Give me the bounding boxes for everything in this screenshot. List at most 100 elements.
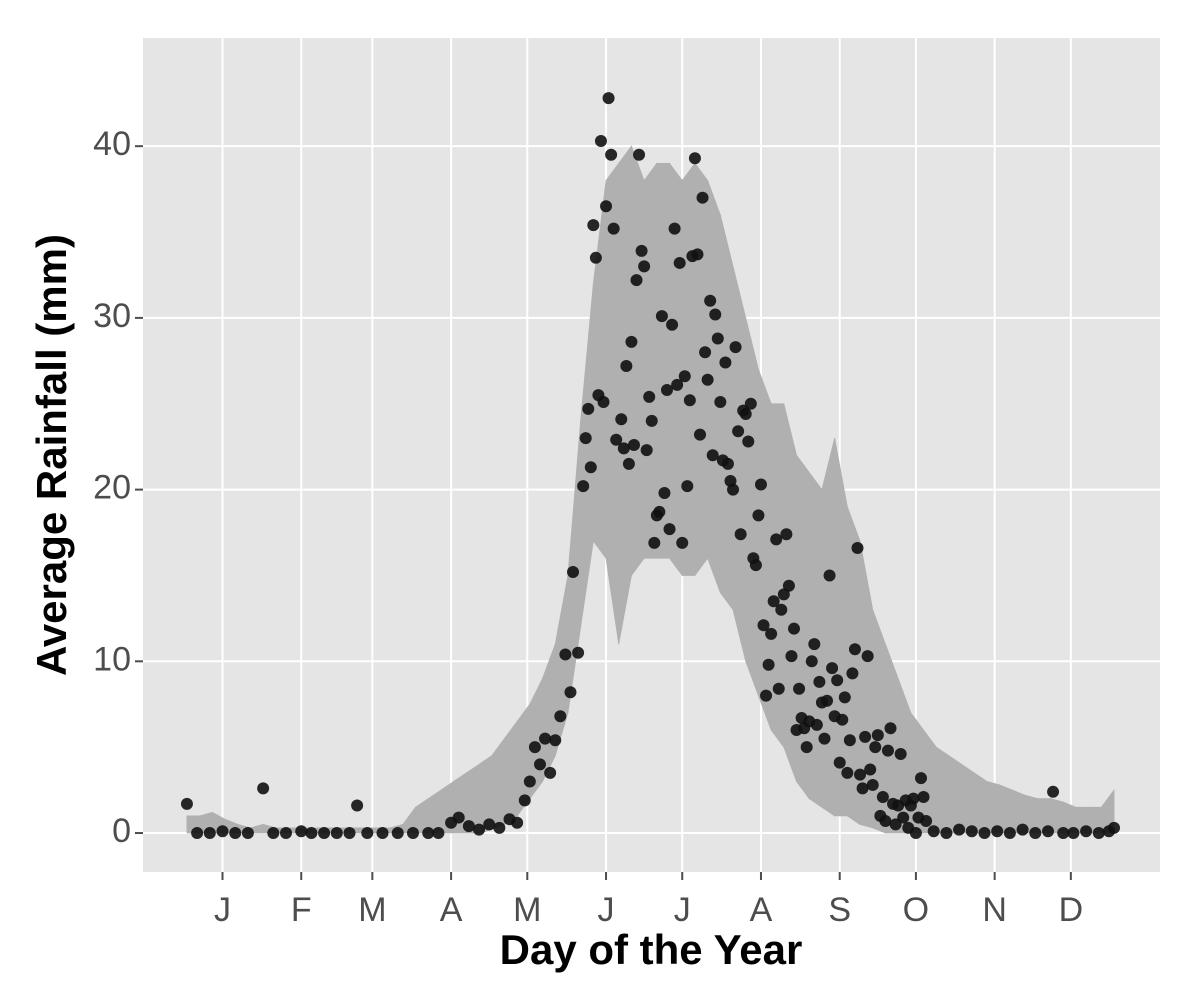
- data-point: [859, 730, 872, 743]
- data-point: [343, 827, 356, 840]
- data-point: [808, 638, 821, 651]
- x-tick-label: J: [598, 891, 615, 929]
- data-point: [805, 655, 818, 668]
- data-point: [851, 541, 864, 554]
- ribbon-segment: [821, 437, 836, 817]
- data-point: [554, 710, 567, 723]
- data-point: [787, 622, 800, 635]
- ribbon-segment: [656, 162, 670, 559]
- x-tick-label: O: [903, 891, 929, 929]
- y-tick-label: 10: [93, 640, 131, 678]
- data-point: [671, 378, 684, 391]
- data-point: [600, 200, 613, 213]
- data-point: [843, 734, 856, 747]
- data-point: [645, 414, 658, 427]
- data-point: [744, 397, 757, 410]
- data-point: [721, 457, 734, 470]
- data-point: [351, 799, 364, 812]
- y-axis-title: Average Rainfall (mm): [28, 234, 75, 676]
- data-point: [658, 487, 671, 500]
- data-point: [953, 823, 966, 836]
- data-point: [607, 222, 620, 235]
- data-point: [602, 92, 615, 105]
- data-point: [422, 827, 435, 840]
- data-point: [318, 827, 331, 840]
- data-point: [493, 821, 506, 834]
- data-point: [836, 713, 849, 726]
- data-point: [818, 732, 831, 745]
- data-point: [577, 480, 590, 493]
- data-point: [1047, 785, 1060, 798]
- data-point: [732, 425, 745, 438]
- data-point: [579, 432, 592, 445]
- data-point: [757, 619, 770, 632]
- data-point: [241, 827, 254, 840]
- data-point: [909, 827, 922, 840]
- data-point: [191, 827, 204, 840]
- data-point: [406, 827, 419, 840]
- data-point: [854, 768, 867, 781]
- data-point: [864, 763, 877, 776]
- data-point: [620, 359, 633, 372]
- data-point: [869, 741, 882, 754]
- data-point: [793, 682, 806, 695]
- data-point: [582, 402, 595, 415]
- data-point: [694, 428, 707, 441]
- data-point: [848, 643, 861, 656]
- data-point: [782, 579, 795, 592]
- data-point: [683, 394, 696, 407]
- data-point: [729, 341, 742, 354]
- data-point: [567, 566, 580, 579]
- ribbon-segment: [986, 780, 1001, 834]
- data-point: [780, 528, 793, 541]
- data-point: [821, 694, 834, 707]
- data-point: [1029, 827, 1042, 840]
- data-point: [907, 792, 920, 805]
- data-point: [978, 827, 991, 840]
- data-point: [866, 778, 879, 791]
- ribbon-segment: [681, 162, 696, 576]
- x-tick-label: M: [358, 891, 386, 929]
- ribbon-segment: [694, 162, 709, 577]
- data-point: [584, 461, 597, 474]
- data-point: [709, 308, 722, 321]
- data-point: [704, 294, 717, 307]
- data-point: [523, 775, 536, 788]
- x-axis-title: Day of the Year: [500, 926, 803, 973]
- data-point: [229, 827, 242, 840]
- data-point: [833, 756, 846, 769]
- data-point: [605, 148, 618, 161]
- data-point: [473, 823, 486, 836]
- data-point: [719, 356, 732, 369]
- data-point: [511, 816, 524, 829]
- y-tick-label: 40: [93, 125, 131, 163]
- data-point: [533, 758, 546, 771]
- data-point: [711, 332, 724, 345]
- data-point: [564, 686, 577, 699]
- data-point: [615, 413, 628, 426]
- ribbon-segment: [999, 784, 1013, 834]
- ribbon-segment: [961, 763, 975, 834]
- data-point: [841, 766, 854, 779]
- data-point: [760, 689, 773, 702]
- data-point: [633, 148, 646, 161]
- data-point: [1057, 827, 1070, 840]
- data-point: [638, 260, 651, 273]
- data-point: [640, 444, 653, 457]
- data-point: [1003, 827, 1016, 840]
- data-point: [279, 827, 292, 840]
- data-point: [826, 662, 839, 675]
- data-point: [696, 191, 709, 204]
- y-tick-label: 20: [93, 469, 131, 507]
- ribbon-segment: [707, 180, 721, 593]
- data-point: [391, 827, 404, 840]
- x-tick-label: D: [1059, 891, 1084, 929]
- data-point: [823, 569, 836, 582]
- data-point: [884, 722, 897, 735]
- data-point: [452, 811, 465, 824]
- data-point: [655, 310, 668, 323]
- data-point: [727, 483, 740, 496]
- data-point: [688, 152, 701, 165]
- ribbon-segment: [618, 144, 632, 645]
- data-point: [617, 442, 630, 455]
